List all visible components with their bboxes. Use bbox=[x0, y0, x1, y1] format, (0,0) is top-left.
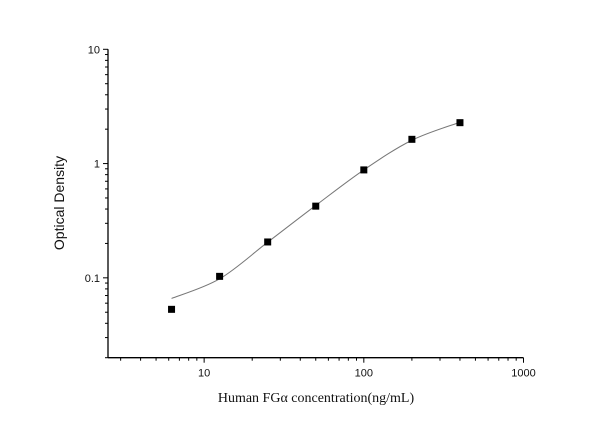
y-tick-label: 0.1 bbox=[85, 273, 100, 285]
data-point bbox=[312, 202, 320, 210]
y-axis-label: Optical Density bbox=[51, 156, 67, 250]
x-tick-label: 1000 bbox=[511, 368, 535, 380]
y-tick-label: 1 bbox=[94, 159, 100, 171]
x-tick-label: 10 bbox=[198, 368, 210, 380]
data-point bbox=[216, 272, 224, 280]
data-point bbox=[168, 305, 176, 313]
fit-curve bbox=[171, 121, 461, 299]
x-tick-label: 100 bbox=[355, 368, 373, 380]
x-axis-label: Human FGα concentration(ng/mL) bbox=[218, 391, 415, 406]
data-point bbox=[456, 119, 464, 127]
y-tick-label: 10 bbox=[88, 44, 100, 56]
data-point bbox=[360, 166, 368, 174]
data-point bbox=[264, 238, 272, 246]
data-point bbox=[408, 135, 416, 143]
